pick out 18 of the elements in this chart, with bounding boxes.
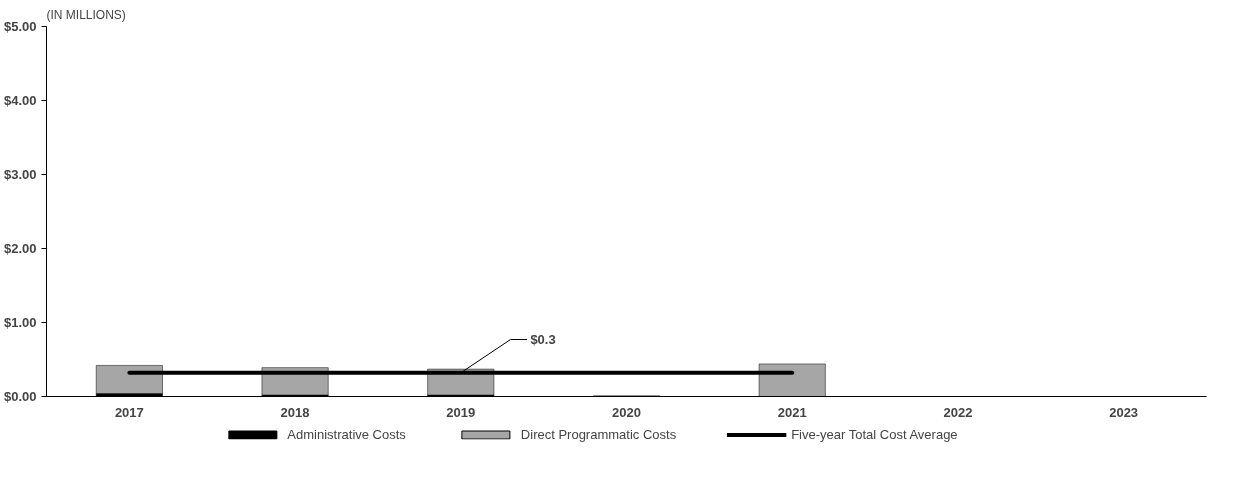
y-tick-label: $1.00 bbox=[3, 315, 37, 330]
legend-label: Five-year Total Cost Average bbox=[791, 426, 958, 442]
y-axis-title: (IN MILLIONS) bbox=[46, 7, 126, 22]
legend-label: Direct Programmatic Costs bbox=[520, 426, 677, 442]
x-tick-label: 2017 bbox=[114, 404, 144, 420]
x-tick-label: 2023 bbox=[1109, 404, 1139, 420]
x-tick-label: 2019 bbox=[446, 404, 476, 420]
x-tick-label: 2020 bbox=[612, 404, 641, 420]
annotation: $0.3 bbox=[530, 332, 556, 348]
legend-label: Administrative Costs bbox=[287, 426, 406, 442]
y-tick-label: $3.00 bbox=[3, 167, 37, 182]
y-tick-label: $5.00 bbox=[3, 19, 37, 34]
x-tick-label: 2022 bbox=[943, 404, 973, 420]
y-tick-label: $0.00 bbox=[3, 389, 37, 404]
y-tick-label: $2.00 bbox=[3, 241, 37, 256]
x-tick-label: 2021 bbox=[777, 404, 807, 420]
x-tick-label: 2018 bbox=[280, 404, 310, 420]
y-tick-label: $4.00 bbox=[3, 93, 37, 108]
